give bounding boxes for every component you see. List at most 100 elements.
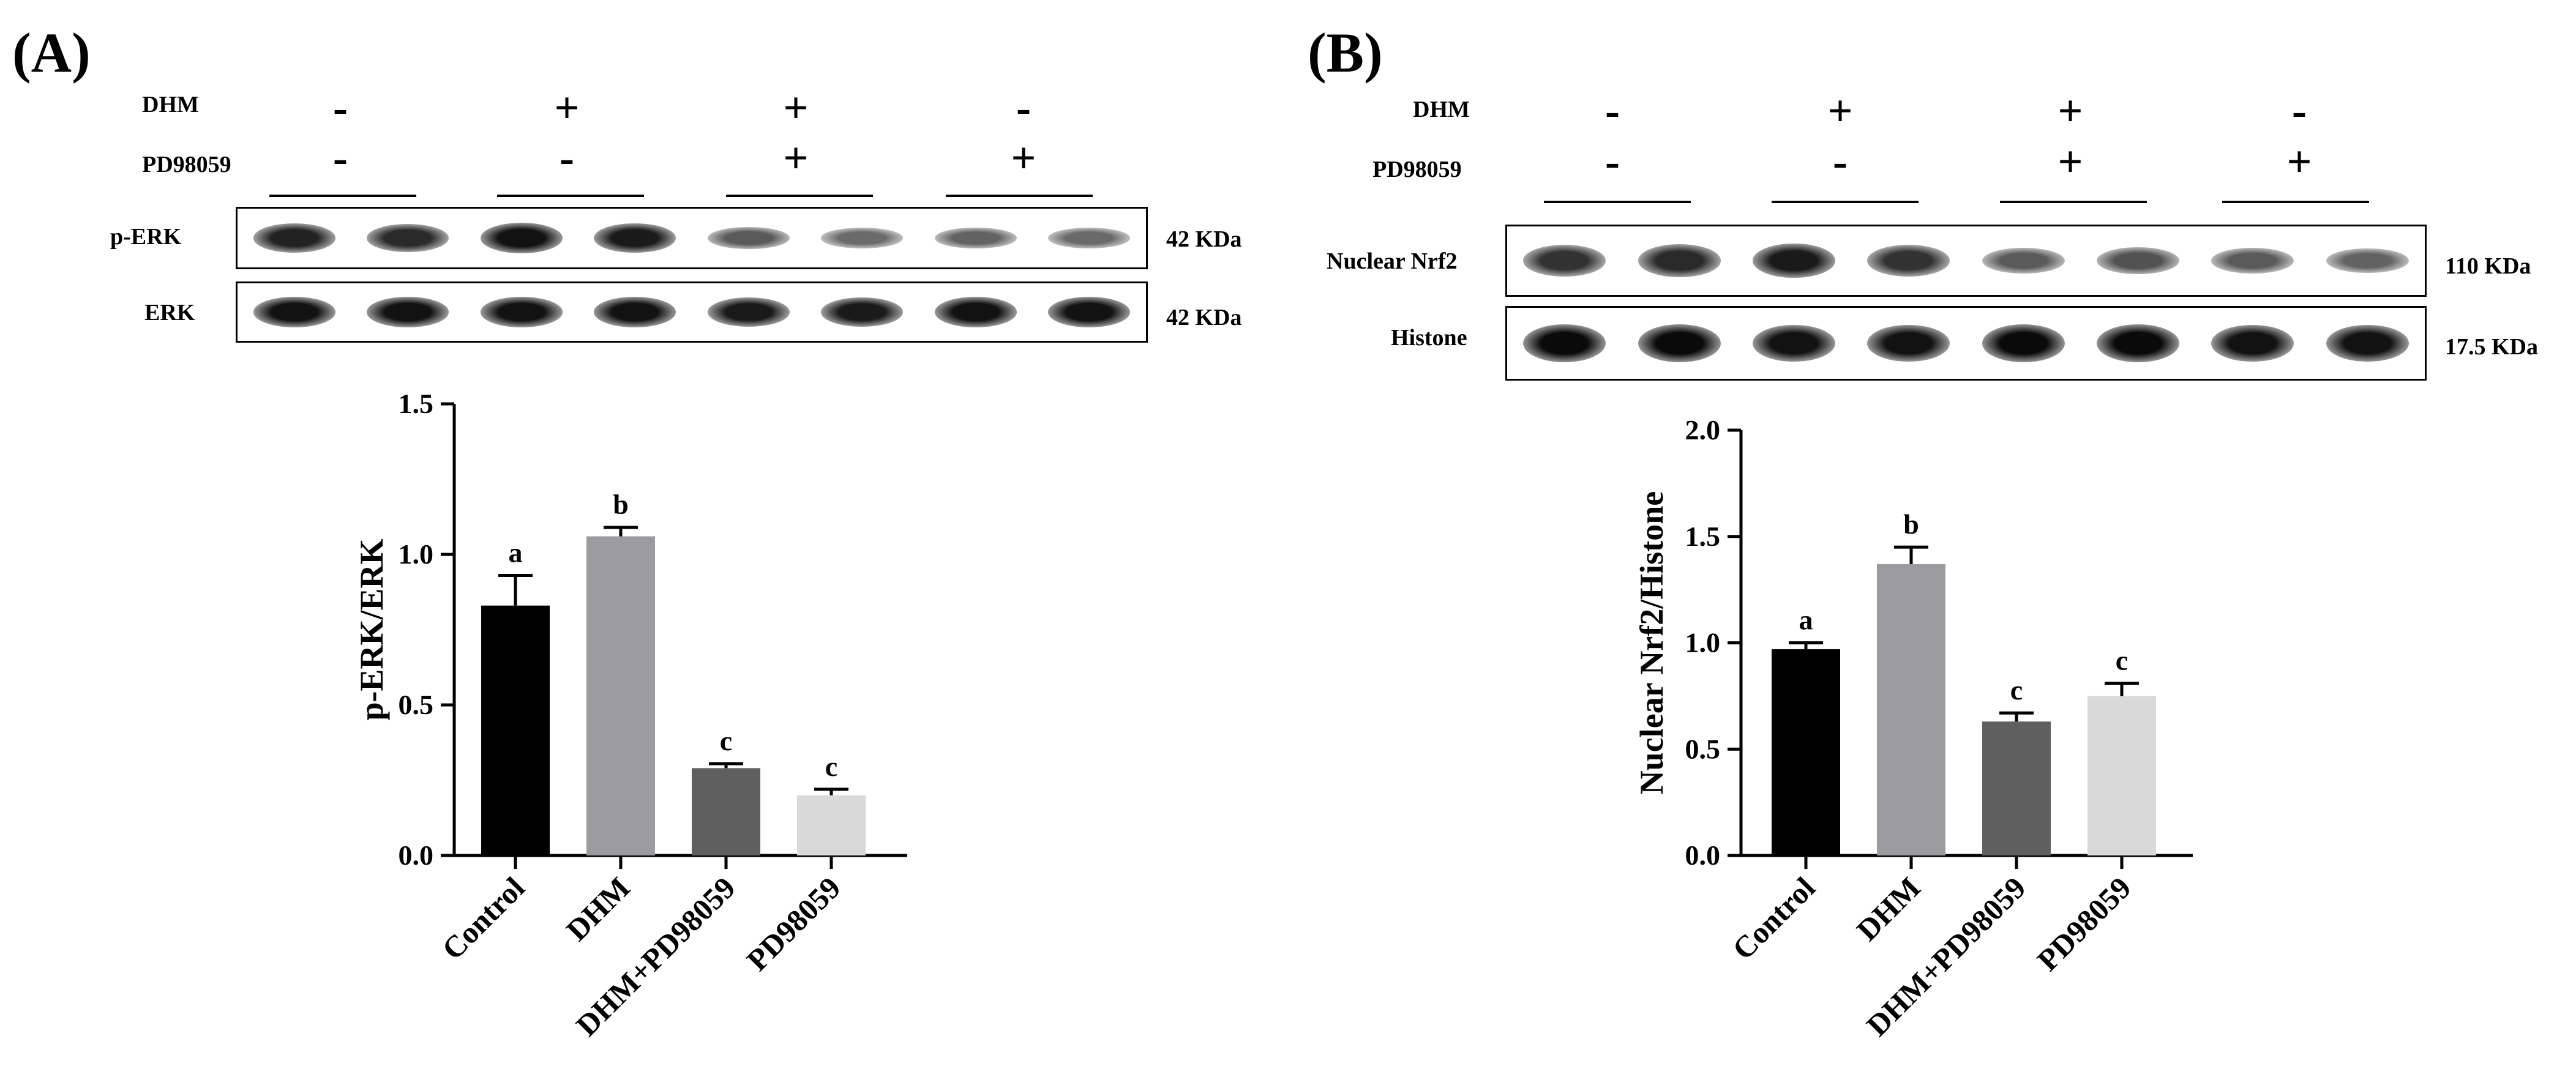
x-tick-label: PD98059 <box>2031 870 2138 977</box>
blot-band <box>1638 324 1721 363</box>
treatment-label-pd98059: PD98059 <box>1372 157 1462 182</box>
blot-lane <box>806 209 919 267</box>
y-tick-label: 0.0 <box>399 840 434 871</box>
significance-label: c <box>825 751 837 782</box>
blot-histone <box>1505 306 2427 381</box>
sign-pd-control: - <box>1605 137 1620 186</box>
blot-band <box>480 222 563 254</box>
blot-lane <box>2081 226 2195 295</box>
bar-chart-nuclear-nrf2: 0.0 0.5 1.0 1.5 2.0 Nuclear Nrf2/Histone a Cont… <box>1633 414 2193 1043</box>
bar <box>1772 649 1840 855</box>
x-tick-label: Control <box>435 870 531 966</box>
significance-label: b <box>613 489 629 520</box>
bar <box>1877 564 1945 855</box>
group-underline <box>1772 201 1919 203</box>
blot-band <box>821 228 904 248</box>
blot-band <box>2097 247 2180 275</box>
blot-band <box>367 224 449 252</box>
blot-band <box>2326 248 2409 274</box>
blot-label-histone: Histone <box>1391 325 1467 351</box>
x-tick-label: PD98059 <box>740 870 847 977</box>
blot-band <box>1048 297 1131 327</box>
blot-label-erk: ERK <box>144 300 195 326</box>
blot-band <box>1638 244 1721 277</box>
y-tick-label: 0.0 <box>1685 840 1721 871</box>
blot-lane <box>2195 226 2310 295</box>
blot-lane <box>578 283 692 341</box>
sign-pd-dhm: - <box>560 133 574 182</box>
blot-lane <box>1507 308 1622 379</box>
panel-a: (A) DHM PD98059 - + + - - - + + p-ERK 42… <box>12 24 1242 1043</box>
blot-lane <box>1622 226 1736 295</box>
blot-band <box>1867 245 1950 277</box>
blot-lane <box>1851 226 1966 295</box>
bar <box>586 536 655 855</box>
blot-band <box>934 297 1017 327</box>
sign-pd-pd: + <box>2286 137 2312 186</box>
sign-dhm-dhm: + <box>1827 86 1853 135</box>
blot-lane <box>2081 308 2195 379</box>
y-tick-label: 1.0 <box>399 538 434 570</box>
blot-band <box>1982 247 2065 274</box>
group-underline <box>1544 201 1691 203</box>
treatment-label-pd98059: PD98059 <box>142 152 231 177</box>
blot-lane <box>919 209 1033 267</box>
blot-band <box>1752 324 1835 362</box>
blot-lane <box>1507 226 1622 295</box>
bar <box>1982 721 2051 855</box>
blot-band <box>2211 247 2294 274</box>
y-axis-label: p-ERK/ERK <box>353 538 390 720</box>
blot-lane <box>351 283 465 341</box>
x-tick-label: DHM <box>560 870 637 947</box>
bar <box>692 768 760 855</box>
blot-lane <box>1033 283 1147 341</box>
kda-label-histone: 17.5 KDa <box>2445 334 2538 360</box>
blot-lane <box>1622 308 1736 379</box>
blot-label-p-erk: p-ERK <box>110 224 182 250</box>
blot-band <box>707 226 790 250</box>
blot-lane <box>1737 226 1851 295</box>
blot-lane <box>1966 226 2081 295</box>
blot-band <box>367 297 449 327</box>
sign-pd-combo: + <box>783 133 809 182</box>
blot-band <box>594 223 676 253</box>
kda-label-p-erk: 42 KDa <box>1166 226 1242 252</box>
blot-band <box>2211 324 2294 362</box>
blot-band <box>2097 324 2180 363</box>
blot-lane <box>1966 308 2081 379</box>
blot-lane <box>692 283 806 341</box>
blot-lane <box>578 209 692 267</box>
sign-pd-dhm: - <box>1833 137 1848 186</box>
blot-lane <box>238 283 351 341</box>
blot-band <box>2326 324 2409 362</box>
significance-label: c <box>2010 674 2023 706</box>
y-tick-label: 1.0 <box>1685 627 1721 658</box>
group-underline <box>946 195 1093 197</box>
significance-label: a <box>509 537 523 568</box>
blot-lane <box>1033 209 1147 267</box>
y-tick-label: 1.5 <box>399 388 434 419</box>
bar <box>2087 696 2156 855</box>
blot-lane <box>1851 308 1966 379</box>
blot-band <box>1523 324 1606 363</box>
treatment-label-dhm: DHM <box>1413 97 1470 122</box>
blot-lane <box>1737 308 1851 379</box>
blot-band <box>253 223 335 253</box>
blot-lane <box>238 209 351 267</box>
bar <box>797 795 866 855</box>
y-tick-label: 0.5 <box>1685 733 1721 764</box>
sign-pd-control: - <box>333 133 348 182</box>
sign-dhm-pd: - <box>2292 86 2307 135</box>
blot-band <box>480 297 563 327</box>
sign-dhm-combo: + <box>2057 86 2083 135</box>
blot-band <box>707 297 790 327</box>
blot-band <box>934 227 1017 249</box>
blot-lane <box>919 283 1033 341</box>
sign-dhm-combo: + <box>783 83 809 132</box>
kda-label-erk: 42 KDa <box>1166 305 1242 330</box>
blot-band <box>821 297 904 327</box>
blot-lane <box>2310 226 2425 295</box>
blot-band <box>253 297 335 327</box>
blot-band <box>1523 245 1606 277</box>
significance-label: a <box>1799 605 1813 636</box>
